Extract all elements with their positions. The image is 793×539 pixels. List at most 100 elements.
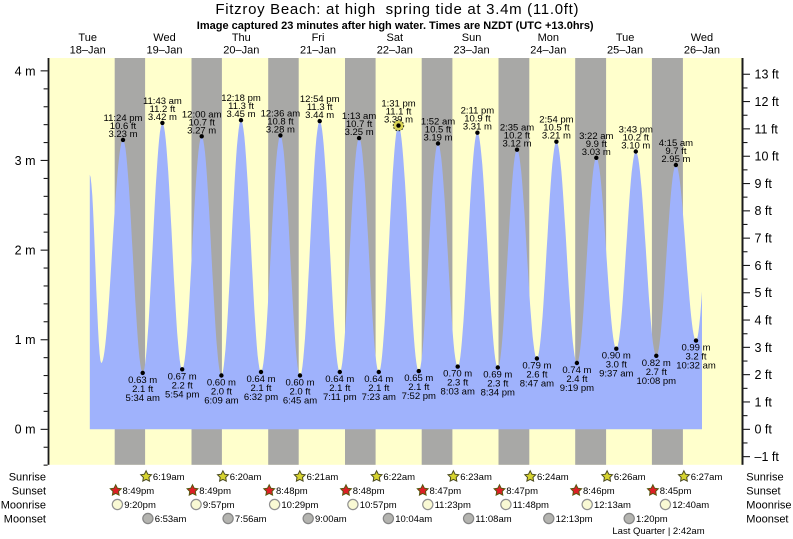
svg-text:10.5 ft: 10.5 ft	[425, 125, 452, 136]
svg-text:6:27am: 6:27am	[691, 472, 723, 483]
svg-text:3.21 m: 3.21 m	[542, 131, 571, 142]
svg-text:1:52 am: 1:52 am	[421, 117, 455, 128]
svg-text:3.42 m: 3.42 m	[148, 112, 177, 123]
svg-text:2:35 am: 2:35 am	[500, 123, 534, 134]
svg-text:0.69 m: 0.69 m	[483, 370, 512, 381]
svg-text:Last Quarter | 2:42am: Last Quarter | 2:42am	[612, 526, 704, 537]
svg-text:0 m: 0 m	[15, 423, 36, 437]
svg-text:8:47pm: 8:47pm	[506, 486, 538, 497]
svg-text:Thu: Thu	[232, 32, 251, 44]
svg-text:1 ft: 1 ft	[755, 395, 773, 409]
svg-text:11.3 ft: 11.3 ft	[228, 101, 254, 112]
svg-text:10:57pm: 10:57pm	[360, 500, 397, 511]
svg-text:2.2 ft: 2.2 ft	[172, 380, 193, 391]
svg-text:6:32 pm: 6:32 pm	[244, 392, 278, 403]
svg-text:0.64 m: 0.64 m	[246, 374, 275, 385]
svg-text:2.1 ft: 2.1 ft	[132, 384, 153, 395]
svg-text:3:22 am: 3:22 am	[579, 131, 613, 142]
svg-text:9:00am: 9:00am	[315, 514, 347, 525]
svg-text:10 ft: 10 ft	[755, 150, 780, 164]
svg-text:2.7 ft: 2.7 ft	[646, 367, 667, 378]
svg-text:10.6 ft: 10.6 ft	[110, 121, 137, 132]
svg-text:2.95 m: 2.95 m	[661, 154, 690, 165]
svg-text:Sunrise: Sunrise	[9, 471, 46, 483]
svg-text:0.63 m: 0.63 m	[128, 375, 157, 386]
svg-text:4 ft: 4 ft	[755, 314, 773, 328]
svg-text:3.44 m: 3.44 m	[305, 110, 334, 121]
svg-text:11:48pm: 11:48pm	[513, 500, 549, 511]
svg-text:Mon: Mon	[538, 32, 559, 44]
svg-text:12 ft: 12 ft	[755, 95, 780, 109]
svg-text:2 m: 2 m	[15, 244, 36, 258]
svg-text:0.82 m: 0.82 m	[642, 358, 671, 369]
svg-text:Sat: Sat	[387, 32, 404, 44]
svg-text:3.03 m: 3.03 m	[582, 147, 611, 158]
svg-text:Fitzroy Beach: at high spring: Fitzroy Beach: at high spring tide at 3.…	[215, 1, 579, 18]
svg-text:0.64 m: 0.64 m	[364, 374, 393, 385]
svg-text:20–Jan: 20–Jan	[223, 44, 259, 56]
svg-text:6 ft: 6 ft	[755, 259, 773, 273]
svg-text:2.0 ft: 2.0 ft	[211, 387, 232, 398]
svg-text:8:47pm: 8:47pm	[430, 486, 462, 497]
svg-text:3.19 m: 3.19 m	[423, 133, 452, 144]
svg-text:Sunrise: Sunrise	[746, 471, 783, 483]
svg-text:9.7 ft: 9.7 ft	[665, 146, 686, 157]
svg-text:Tue: Tue	[616, 32, 635, 44]
svg-text:7:11 pm: 7:11 pm	[323, 392, 357, 403]
svg-text:2:54 pm: 2:54 pm	[539, 115, 573, 126]
svg-text:12:13am: 12:13am	[594, 500, 631, 511]
svg-text:2:11 pm: 2:11 pm	[461, 106, 495, 117]
svg-text:2.3 ft: 2.3 ft	[447, 378, 468, 389]
svg-text:24–Jan: 24–Jan	[530, 44, 566, 56]
svg-text:12:18 pm: 12:18 pm	[221, 93, 261, 104]
svg-text:7:23 am: 7:23 am	[362, 392, 396, 403]
svg-text:3 ft: 3 ft	[755, 341, 773, 355]
svg-text:0.65 m: 0.65 m	[404, 373, 433, 384]
svg-text:11.3 ft: 11.3 ft	[307, 102, 333, 113]
svg-text:8:45pm: 8:45pm	[660, 486, 692, 497]
svg-text:3.28 m: 3.28 m	[266, 124, 295, 135]
svg-text:6:09 am: 6:09 am	[204, 396, 238, 407]
svg-text:8:48pm: 8:48pm	[353, 486, 385, 497]
svg-text:9:37 am: 9:37 am	[599, 369, 633, 380]
svg-text:0.64 m: 0.64 m	[325, 374, 354, 385]
svg-text:6:53am: 6:53am	[155, 514, 187, 525]
svg-text:0.60 m: 0.60 m	[285, 378, 314, 389]
svg-text:9:19 pm: 9:19 pm	[560, 383, 594, 394]
svg-text:0 ft: 0 ft	[755, 423, 773, 437]
svg-text:3.0 ft: 3.0 ft	[606, 360, 627, 371]
svg-text:0.70 m: 0.70 m	[443, 369, 472, 380]
svg-text:9:57pm: 9:57pm	[203, 500, 235, 511]
svg-text:2.1 ft: 2.1 ft	[329, 383, 350, 394]
svg-text:3.23 m: 3.23 m	[108, 129, 137, 140]
svg-text:6:23am: 6:23am	[460, 472, 492, 483]
svg-text:Moonset: Moonset	[4, 514, 46, 526]
svg-text:18–Jan: 18–Jan	[70, 44, 106, 56]
svg-text:22–Jan: 22–Jan	[377, 44, 413, 56]
svg-text:12:54 pm: 12:54 pm	[300, 94, 340, 105]
svg-text:11:24 pm: 11:24 pm	[104, 113, 143, 124]
svg-text:12:00 am: 12:00 am	[182, 109, 222, 120]
svg-text:Sunset: Sunset	[746, 486, 780, 498]
svg-text:7:56am: 7:56am	[235, 514, 267, 525]
svg-text:11.2 ft: 11.2 ft	[150, 104, 176, 115]
svg-text:0.90 m: 0.90 m	[602, 351, 631, 362]
svg-text:8 ft: 8 ft	[755, 204, 773, 218]
svg-text:5:34 am: 5:34 am	[126, 393, 160, 404]
svg-text:2.3 ft: 2.3 ft	[487, 379, 508, 390]
svg-text:8:49pm: 8:49pm	[199, 486, 231, 497]
svg-text:11:08am: 11:08am	[475, 514, 511, 525]
svg-text:Wed: Wed	[691, 32, 713, 44]
svg-text:8:47 am: 8:47 am	[520, 379, 554, 390]
svg-text:Sun: Sun	[462, 32, 482, 44]
svg-text:–1 ft: –1 ft	[755, 450, 780, 464]
svg-text:0.60 m: 0.60 m	[207, 378, 236, 389]
svg-text:7:52 pm: 7:52 pm	[402, 391, 436, 402]
svg-text:10.7 ft: 10.7 ft	[188, 117, 215, 128]
svg-text:8:49pm: 8:49pm	[123, 486, 155, 497]
svg-text:23–Jan: 23–Jan	[454, 44, 490, 56]
svg-text:8:34 pm: 8:34 pm	[481, 388, 515, 399]
svg-text:3.31 m: 3.31 m	[463, 122, 492, 133]
svg-text:10:29pm: 10:29pm	[281, 500, 318, 511]
svg-text:12:13pm: 12:13pm	[556, 514, 593, 525]
